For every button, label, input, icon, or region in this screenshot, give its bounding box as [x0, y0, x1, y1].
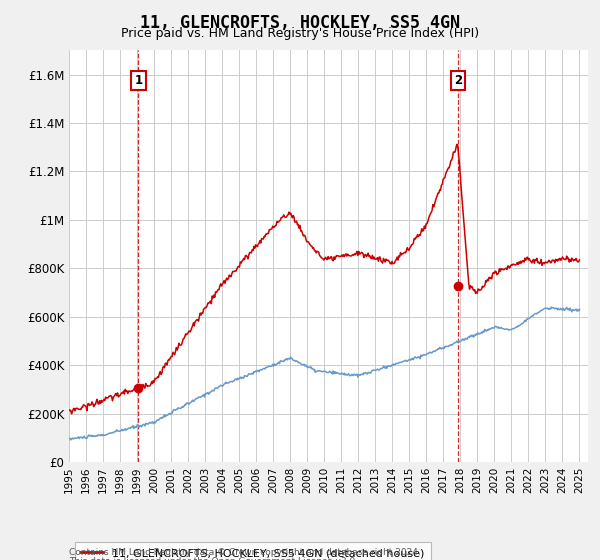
Text: This data is licensed under the Open Government Licence v3.0.: This data is licensed under the Open Gov…: [69, 557, 358, 560]
Text: Price paid vs. HM Land Registry's House Price Index (HPI): Price paid vs. HM Land Registry's House …: [121, 27, 479, 40]
Legend: 11, GLENCROFTS, HOCKLEY, SS5 4GN (detached house), HPI: Average price, detached : 11, GLENCROFTS, HOCKLEY, SS5 4GN (detach…: [74, 542, 431, 560]
Text: 2: 2: [454, 74, 462, 87]
Text: Contains HM Land Registry data © Crown copyright and database right 2024.: Contains HM Land Registry data © Crown c…: [69, 548, 421, 557]
Text: 11, GLENCROFTS, HOCKLEY, SS5 4GN: 11, GLENCROFTS, HOCKLEY, SS5 4GN: [140, 14, 460, 32]
Text: 1: 1: [134, 74, 142, 87]
